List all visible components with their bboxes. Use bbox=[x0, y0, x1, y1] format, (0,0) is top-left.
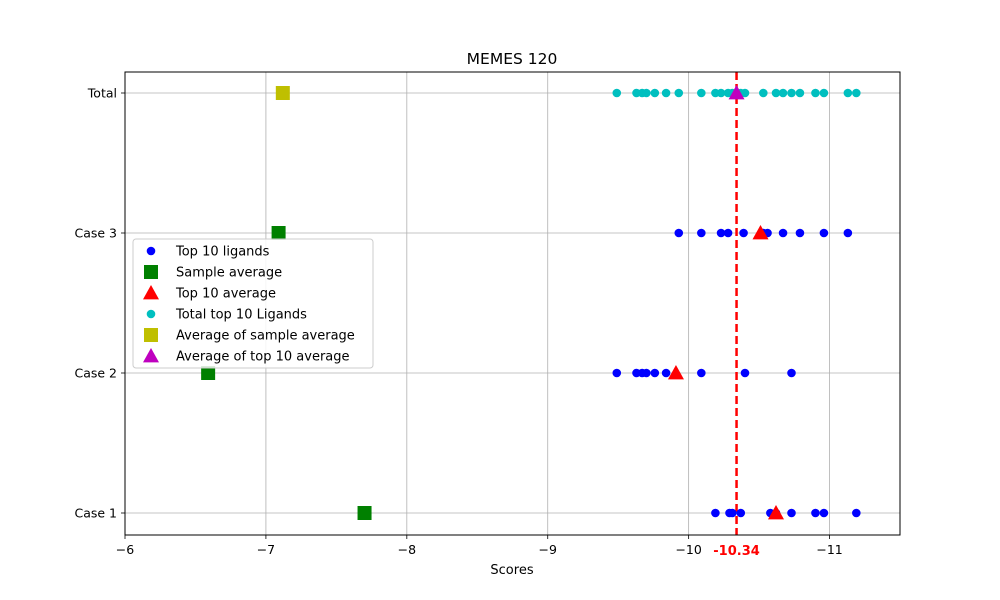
top-10-ligands-point bbox=[811, 508, 820, 518]
top-10-ligands-point bbox=[674, 228, 684, 238]
top-10-ligands-point bbox=[642, 368, 651, 378]
y-tick-label: Total bbox=[87, 86, 117, 101]
x-tick-label: −11 bbox=[816, 542, 842, 557]
top-10-ligands-point bbox=[661, 368, 671, 378]
x-tick-label: −10 bbox=[675, 542, 701, 557]
legend-marker bbox=[146, 246, 156, 256]
legend-marker bbox=[143, 285, 159, 300]
x-axis-title: Scores bbox=[490, 563, 533, 578]
top-10-ligands-point bbox=[778, 228, 788, 238]
top-10-ligands-point bbox=[728, 508, 737, 518]
x-tick-label: −7 bbox=[257, 542, 275, 557]
legend-label: Top 10 ligands bbox=[175, 245, 270, 260]
average-of-sample-average-point bbox=[275, 86, 290, 100]
legend-marker bbox=[144, 328, 158, 342]
total-top-10-ligands-point bbox=[771, 88, 781, 98]
top-10-ligands-point bbox=[612, 368, 622, 378]
top-10-ligands-point bbox=[852, 508, 861, 518]
total-top-10-ligands-point bbox=[819, 88, 829, 98]
legend-label: Average of top 10 average bbox=[176, 350, 350, 365]
total-top-10-ligands-point bbox=[759, 88, 768, 98]
top-10-ligands-point bbox=[716, 228, 726, 238]
plot-area-frame bbox=[124, 71, 901, 536]
legend-marker bbox=[144, 265, 158, 279]
total-top-10-ligands-point bbox=[795, 88, 805, 98]
y-tick-label: Case 1 bbox=[74, 506, 117, 521]
top-10-ligands-point bbox=[819, 508, 829, 518]
total-top-10-ligands-point bbox=[650, 88, 660, 98]
top-10-ligands-point bbox=[740, 368, 750, 378]
legend-marker bbox=[146, 309, 156, 319]
total-top-10-ligands-point bbox=[811, 88, 820, 98]
total-top-10-ligands-point bbox=[697, 88, 706, 98]
top-10-ligands-point bbox=[795, 228, 805, 238]
top-10-ligands-point bbox=[650, 368, 660, 378]
top-10-average-point bbox=[768, 505, 784, 520]
total-top-10-ligands-point bbox=[740, 88, 750, 98]
top-10-ligands-point bbox=[843, 228, 853, 238]
top-10-ligands-point bbox=[739, 228, 748, 238]
x-tick-label: −8 bbox=[398, 542, 416, 557]
sample-average-point bbox=[271, 226, 286, 240]
y-axis-ticks: Case 1 Case 2 Case 3 Total bbox=[74, 86, 125, 521]
top-10-ligands-point bbox=[787, 368, 796, 378]
legend-box bbox=[132, 238, 374, 369]
x-tick-label: −9 bbox=[539, 542, 557, 557]
top-10-ligands-point bbox=[711, 508, 720, 518]
legend: Top 10 ligands Sample average Top 10 avera… bbox=[132, 238, 374, 369]
x-axis-ticks: −6 −7 −8 −9 −10 −11 bbox=[116, 535, 843, 557]
y-tick-label: Case 3 bbox=[74, 226, 117, 241]
y-tick-label: Case 2 bbox=[74, 366, 117, 381]
top-10-ligands-point bbox=[697, 368, 706, 378]
total-top-10-ligands-point bbox=[778, 88, 788, 98]
total-top-10-ligands-point bbox=[852, 88, 861, 98]
chart-title: MEMES 120 bbox=[467, 50, 558, 68]
data-points bbox=[201, 85, 861, 520]
average-of-top-10-average-point bbox=[728, 85, 745, 100]
legend-label: Top 10 average bbox=[175, 287, 276, 302]
top-10-ligands-point bbox=[819, 228, 829, 238]
sample-average-point bbox=[201, 366, 216, 380]
top-10-ligands-point bbox=[787, 508, 796, 518]
total-top-10-ligands-point bbox=[843, 88, 853, 98]
total-top-10-ligands-point bbox=[674, 88, 684, 98]
sample-average-point bbox=[357, 506, 372, 520]
top-10-ligands-point bbox=[723, 228, 733, 238]
top-10-ligands-point bbox=[736, 508, 746, 518]
top-10-average-point bbox=[667, 365, 684, 380]
reference-line-label: -10.34 bbox=[713, 544, 760, 559]
top-10-average-point bbox=[752, 225, 769, 240]
total-top-10-ligands-point bbox=[642, 88, 651, 98]
legend-label: Sample average bbox=[176, 266, 282, 281]
top-10-ligands-point bbox=[697, 228, 706, 238]
x-tick-label: −6 bbox=[116, 542, 134, 557]
total-top-10-ligands-point bbox=[612, 88, 622, 98]
legend-label: Total top 10 Ligands bbox=[175, 308, 307, 323]
total-top-10-ligands-point bbox=[661, 88, 671, 98]
legend-label: Average of sample average bbox=[176, 329, 355, 344]
total-top-10-ligands-point bbox=[716, 88, 726, 98]
total-top-10-ligands-point bbox=[787, 88, 796, 98]
legend-marker bbox=[143, 348, 159, 363]
